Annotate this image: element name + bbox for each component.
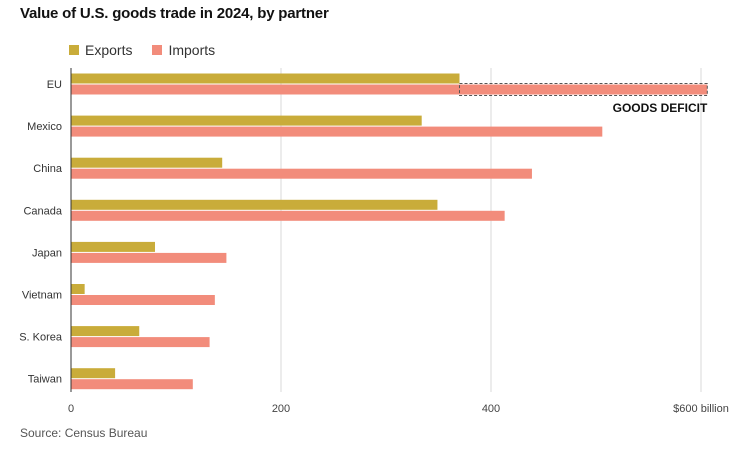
chart-legend: Exports Imports — [69, 42, 215, 58]
bar-exports-china — [71, 157, 223, 168]
category-label-vietnam: Vietnam — [22, 290, 62, 302]
bar-imports-taiwan — [71, 379, 193, 390]
bar-imports-china — [71, 168, 532, 179]
bar-imports-mexico — [71, 126, 603, 137]
bar-exports-mexico — [71, 115, 422, 126]
bar-exports-japan — [71, 241, 155, 252]
goods-deficit-label: GOODS DEFICIT — [613, 101, 708, 115]
legend-label-exports: Exports — [85, 42, 133, 58]
chart-title: Value of U.S. goods trade in 2024, by pa… — [20, 5, 329, 22]
bar-imports-eu — [71, 84, 708, 95]
category-label-japan: Japan — [32, 247, 62, 259]
bar-exports-s-korea — [71, 326, 140, 337]
legend-item-imports: Imports — [152, 42, 215, 58]
x-tick-label: $600 billion — [673, 403, 729, 415]
bar-exports-canada — [71, 199, 438, 210]
bar-imports-japan — [71, 252, 227, 263]
category-label-mexico: Mexico — [27, 121, 62, 133]
bar-imports-s-korea — [71, 337, 210, 348]
bar-imports-canada — [71, 210, 505, 221]
source-note: Source: Census Bureau — [20, 426, 148, 440]
legend-swatch-imports — [152, 45, 163, 55]
bar-imports-vietnam — [71, 295, 215, 305]
bar-exports-taiwan — [71, 368, 116, 379]
category-label-china: China — [33, 163, 63, 175]
legend-label-imports: Imports — [168, 42, 216, 58]
category-label-eu: EU — [47, 79, 62, 91]
x-tick-label: 0 — [68, 403, 74, 415]
bar-exports-eu — [71, 73, 460, 84]
x-tick-label: 200 — [272, 403, 290, 415]
category-label-canada: Canada — [23, 205, 62, 217]
category-label-taiwan: Taiwan — [28, 374, 62, 386]
category-label-s-korea: S. Korea — [19, 332, 63, 344]
bar-exports-vietnam — [71, 284, 85, 294]
x-tick-label: 400 — [482, 403, 500, 415]
legend-item-exports: Exports — [69, 42, 132, 58]
legend-swatch-exports — [69, 45, 79, 55]
